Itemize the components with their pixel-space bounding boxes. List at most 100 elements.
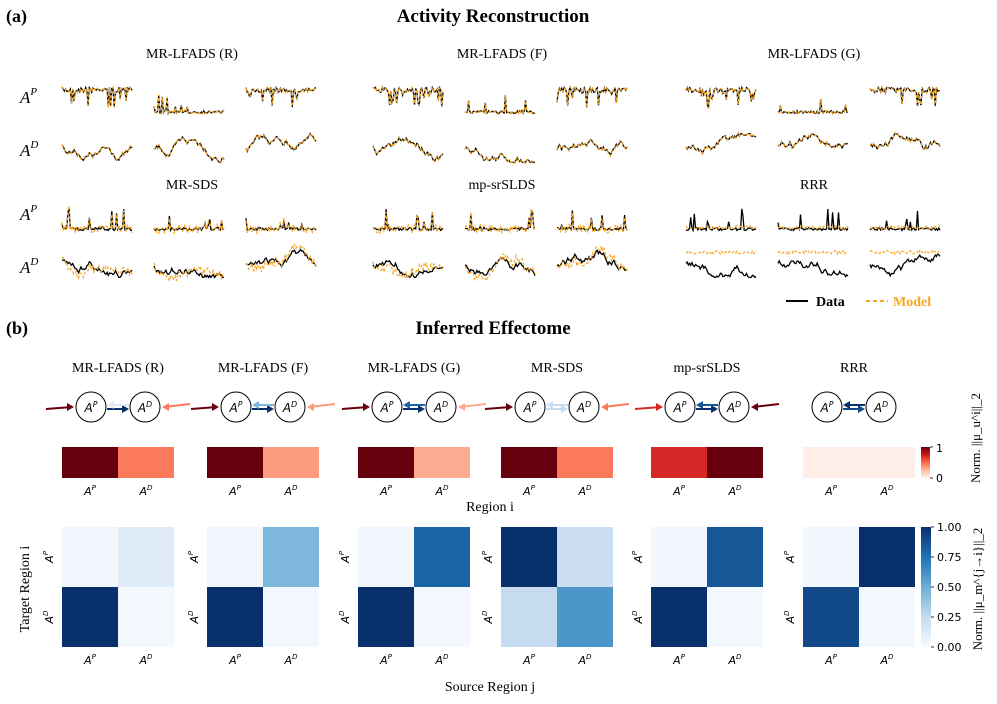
data-trace-5-0-2	[869, 210, 941, 232]
data-trace-0-0-2	[245, 86, 317, 108]
comm-xtick-5-0: AP	[824, 652, 838, 667]
model-trace-4-0-0	[372, 211, 444, 236]
comm-cell-4-1-1	[707, 587, 763, 647]
input-tick-3-0: AP	[522, 483, 536, 498]
panel-a-title: Activity Reconstruction	[397, 6, 590, 27]
model-trace-0-0-1	[153, 94, 225, 116]
model-trace-3-0-1	[153, 218, 225, 236]
node-ap	[664, 391, 696, 423]
node-ap	[371, 391, 403, 423]
reds-colorbar: 1 0 Norm. ||μ_u^i||_2	[921, 393, 983, 485]
comm-ytick-3-1: AD	[480, 610, 495, 625]
model-trace-0-1-1	[153, 135, 225, 163]
comm-xtick-3-0: AP	[522, 652, 536, 667]
input-cell-3-1	[557, 447, 613, 478]
data-trace-3-1-0	[61, 259, 133, 279]
model-trace-2-1-2	[869, 131, 941, 151]
input-tick-1-1: AD	[283, 483, 298, 498]
input-cell-1-1	[263, 447, 319, 478]
input-tick-2-0: AP	[379, 483, 393, 498]
model-trace-2-0-0	[685, 85, 757, 109]
effectome-graphs: AP AD AP AD AP AD AP AD AP AD AP AD	[45, 391, 897, 423]
data-trace-4-1-1	[464, 256, 536, 276]
node-ad-label: AD	[433, 400, 448, 415]
node-ad	[274, 391, 306, 423]
node-ap-label: AP	[673, 400, 687, 415]
comm-ytick-3-0: AP	[480, 550, 495, 564]
row-label-ap-1: AP	[19, 86, 37, 107]
method-title-a-4: mp-srSLDS	[469, 178, 536, 193]
node-ap-label: AP	[820, 400, 834, 415]
model-trace-3-1-1	[153, 262, 225, 282]
model-trace-2-1-1	[777, 133, 849, 150]
comm-cell-4-0-1	[707, 527, 763, 587]
comm-cell-0-0-1	[118, 527, 174, 587]
comm-ytick-4-1: AD	[630, 610, 645, 625]
input-cell-1-0	[207, 447, 263, 478]
comm-cell-0-1-0	[62, 587, 118, 647]
node-ap-label: AP	[84, 400, 98, 415]
data-trace-3-1-1	[153, 265, 224, 279]
row-label-ap-2: AP	[19, 203, 37, 224]
model-trace-4-1-0	[372, 261, 444, 279]
model-trace-1-1-0	[372, 135, 444, 163]
model-trace-3-1-0	[61, 256, 133, 280]
model-trace-0-0-0	[61, 85, 133, 108]
target-region-label: Target Region i	[18, 546, 33, 633]
input-tick-3-1: AD	[577, 483, 592, 498]
method-title-a-3: MR-SDS	[166, 178, 218, 193]
comm-xtick-5-1: AD	[879, 652, 894, 667]
input-cell-4-1	[707, 447, 763, 478]
method-title-a-2: MR-LFADS (G)	[768, 47, 861, 62]
reds-cbar-tick-1: 1	[936, 442, 943, 455]
blues-cbar-tick-3: 0.25	[937, 611, 962, 624]
region-i-label: Region i	[466, 500, 514, 515]
input-tick-0-0: AP	[83, 483, 97, 498]
data-trace-5-0-0	[685, 208, 757, 233]
activity-traces	[61, 84, 941, 283]
legend-data-label: Data	[816, 295, 845, 310]
effectome-graph-3: AP AD	[484, 391, 630, 423]
comm-cell-2-1-0	[358, 587, 414, 647]
comm-cell-5-1-1	[859, 587, 915, 647]
node-ad-label: AD	[873, 400, 888, 415]
data-trace-4-1-2	[556, 249, 628, 271]
legend-model-label: Model	[893, 295, 931, 310]
comm-ytick-0-1: AD	[41, 610, 56, 625]
comm-xtick-0-1: AD	[138, 652, 153, 667]
comm-cell-2-0-1	[414, 527, 470, 587]
model-trace-5-1-2	[869, 249, 941, 256]
model-trace-1-0-1	[464, 94, 535, 115]
row-label-ad-1: AD	[19, 139, 38, 160]
model-trace-4-1-2	[556, 245, 628, 272]
method-title-b-0: MR-LFADS (R)	[72, 361, 164, 376]
node-ap	[220, 391, 252, 423]
node-ad	[718, 391, 750, 423]
comm-cell-3-0-0	[501, 527, 557, 587]
input-cell-0-1	[118, 447, 174, 478]
comm-cell-0-0-0	[62, 527, 118, 587]
model-trace-5-1-1	[777, 249, 849, 256]
effectome-graph-1: AP AD	[190, 391, 336, 423]
model-trace-0-1-2	[245, 131, 317, 154]
method-title-b-5: RRR	[840, 361, 869, 376]
model-trace-3-0-2	[245, 217, 317, 235]
model-trace-5-0-1	[777, 225, 849, 231]
comm-ytick-5-1: AD	[782, 610, 797, 625]
model-trace-2-0-1	[777, 99, 849, 115]
comm-cell-1-0-1	[263, 527, 319, 587]
comm-cell-5-1-0	[803, 587, 859, 647]
node-ap	[514, 391, 546, 423]
data-trace-3-0-1	[153, 215, 225, 233]
model-trace-1-0-2	[556, 84, 628, 108]
node-ad-label: AD	[282, 400, 297, 415]
blues-cbar-tick-0: 1.00	[937, 521, 962, 534]
comm-cell-1-0-0	[207, 527, 263, 587]
data-trace-2-1-1	[777, 132, 849, 150]
comm-cell-4-1-0	[651, 587, 707, 647]
comm-cell-3-0-1	[557, 527, 613, 587]
comm-ytick-0-0: AP	[41, 550, 56, 564]
comm-ytick-4-0: AP	[630, 550, 645, 564]
model-trace-4-0-1	[464, 207, 536, 235]
